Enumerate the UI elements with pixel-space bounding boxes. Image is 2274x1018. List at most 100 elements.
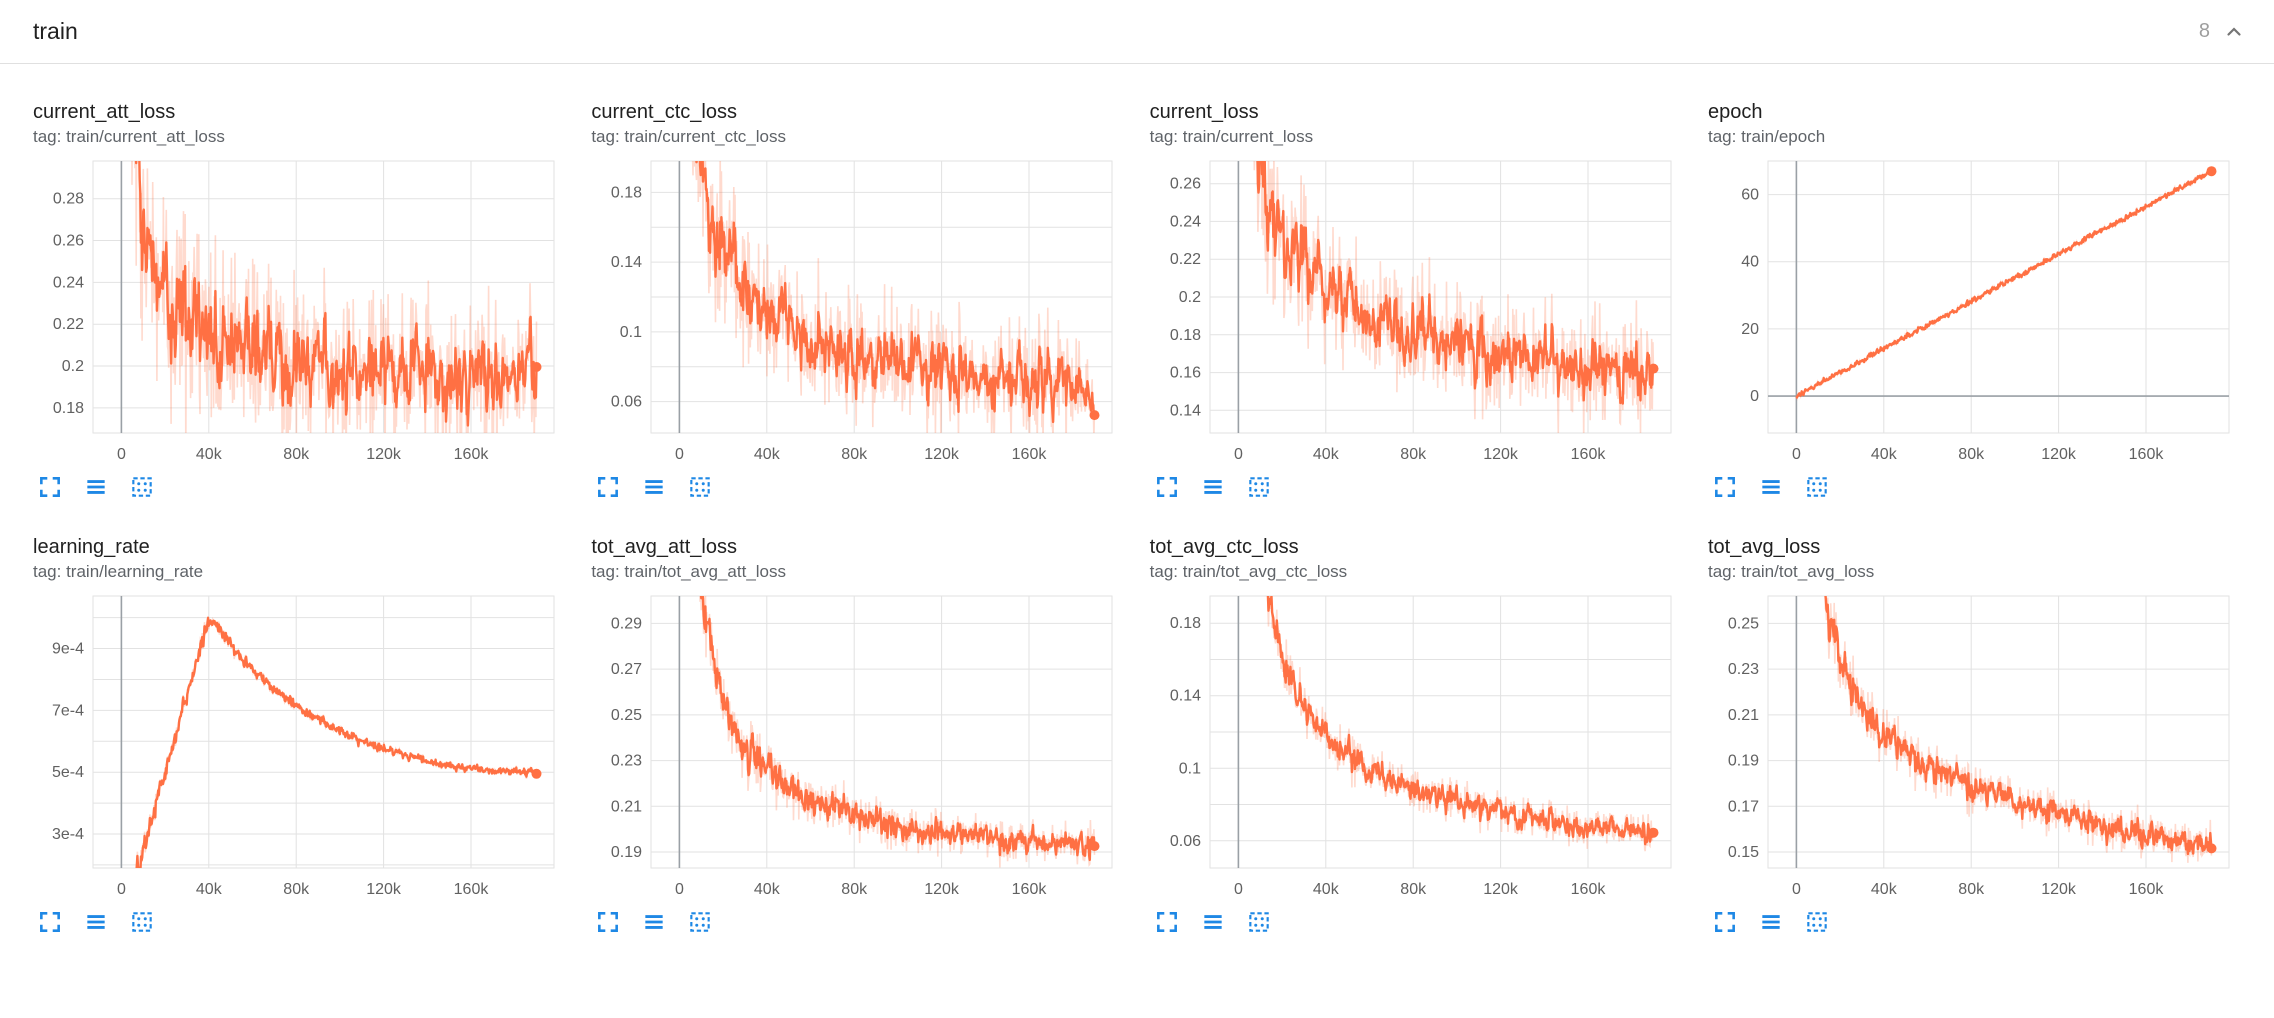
chart-plot[interactable]: 0.14 0.16 0.18 0.2 0.22 0.24 0.26 0 40k 80k 120k 16… <box>1150 155 1683 467</box>
svg-text:0: 0 <box>1750 388 1759 405</box>
svg-text:120k: 120k <box>925 881 961 898</box>
fit-domain-icon[interactable] <box>687 909 713 935</box>
svg-text:0.19: 0.19 <box>1728 753 1759 770</box>
svg-text:0.18: 0.18 <box>53 400 84 417</box>
svg-text:120k: 120k <box>1483 446 1519 463</box>
svg-text:160k: 160k <box>454 881 490 898</box>
expand-chart-icon[interactable] <box>595 474 621 500</box>
expand-chart-icon[interactable] <box>1154 474 1180 500</box>
svg-text:0.22: 0.22 <box>53 316 84 333</box>
fit-domain-icon[interactable] <box>1804 474 1830 500</box>
data-series-icon[interactable] <box>1200 474 1226 500</box>
svg-text:40k: 40k <box>196 446 223 463</box>
chart-title: tot_avg_loss <box>1707 536 1821 558</box>
data-series-icon[interactable] <box>83 909 109 935</box>
svg-text:160k: 160k <box>2129 446 2165 463</box>
fit-domain-icon[interactable] <box>129 474 155 500</box>
chart-tag: tag: train/current_ctc_loss <box>591 127 786 146</box>
scalar-chart-card: current_loss tag: train/current_loss 0.1… <box>1150 100 1683 501</box>
svg-text:40k: 40k <box>1871 446 1898 463</box>
data-series-icon[interactable] <box>1758 474 1784 500</box>
chart-actions <box>591 908 1124 936</box>
svg-text:0.14: 0.14 <box>1170 402 1201 419</box>
data-series-icon[interactable] <box>641 474 667 500</box>
expand-chart-icon[interactable] <box>37 909 63 935</box>
chart-grid: current_att_loss tag: train/current_att_… <box>0 64 2274 966</box>
fit-domain-icon[interactable] <box>129 909 155 935</box>
expand-chart-icon[interactable] <box>1154 909 1180 935</box>
chart-plot[interactable]: 3e-4 5e-4 7e-4 9e-4 0 40k 80k 120k 160k <box>33 590 566 902</box>
chart-tag: tag: train/tot_avg_att_loss <box>591 562 787 581</box>
chart-actions <box>1708 473 2241 501</box>
svg-text:0.19: 0.19 <box>611 844 642 861</box>
svg-text:0: 0 <box>117 446 126 463</box>
chart-actions <box>1150 908 1683 936</box>
chart-tag: tag: train/learning_rate <box>33 562 204 581</box>
data-series-icon[interactable] <box>1200 909 1226 935</box>
svg-text:0.14: 0.14 <box>611 254 642 271</box>
svg-text:0: 0 <box>1792 881 1801 898</box>
chart-plot[interactable]: 0.06 0.1 0.14 0.18 0 40k 80k 120k 160k <box>1150 590 1683 902</box>
svg-text:0.23: 0.23 <box>611 753 642 770</box>
section-title: train <box>33 18 78 44</box>
svg-text:40: 40 <box>1741 254 1759 271</box>
svg-text:0: 0 <box>1234 881 1243 898</box>
svg-text:160k: 160k <box>1012 446 1048 463</box>
svg-text:0.23: 0.23 <box>1728 661 1759 678</box>
scalar-chart-card: tot_avg_att_loss tag: train/tot_avg_att_… <box>591 535 1124 936</box>
scalar-chart-card: current_att_loss tag: train/current_att_… <box>33 100 566 501</box>
svg-text:0.06: 0.06 <box>1170 833 1201 850</box>
svg-text:160k: 160k <box>1570 446 1606 463</box>
chart-plot[interactable]: 0.19 0.21 0.23 0.25 0.27 0.29 0 40k 80k 120k 160k <box>591 590 1124 902</box>
svg-text:40k: 40k <box>196 881 223 898</box>
svg-text:20: 20 <box>1741 321 1759 338</box>
chart-plot[interactable]: 0.18 0.2 0.22 0.24 0.26 0.28 0 40k 80k 120k 160k <box>33 155 566 467</box>
svg-text:0.18: 0.18 <box>1170 615 1201 632</box>
data-series-icon[interactable] <box>83 474 109 500</box>
chart-title: epoch <box>1707 101 1763 123</box>
svg-text:40k: 40k <box>754 881 781 898</box>
svg-text:0.27: 0.27 <box>611 661 642 678</box>
svg-text:0.17: 0.17 <box>1728 798 1759 815</box>
svg-text:80k: 80k <box>1958 446 1985 463</box>
collapse-section-icon[interactable] <box>2222 20 2246 44</box>
chart-title: learning_rate <box>33 536 150 558</box>
svg-text:0.1: 0.1 <box>1178 760 1200 777</box>
chart-plot[interactable]: 0.06 0.1 0.14 0.18 0 40k 80k 120k 160k <box>591 155 1124 467</box>
svg-text:160k: 160k <box>1012 881 1048 898</box>
svg-text:0.2: 0.2 <box>1178 289 1200 306</box>
fit-domain-icon[interactable] <box>1804 909 1830 935</box>
expand-chart-icon[interactable] <box>1712 474 1738 500</box>
chart-title: tot_avg_ctc_loss <box>1149 536 1299 558</box>
chart-tag: tag: train/current_att_loss <box>33 127 225 146</box>
chart-actions <box>33 473 566 501</box>
svg-text:0.25: 0.25 <box>611 707 642 724</box>
svg-text:0: 0 <box>1234 446 1243 463</box>
svg-text:160k: 160k <box>454 446 490 463</box>
chart-tag: tag: train/epoch <box>1707 127 1826 146</box>
chart-actions <box>1150 473 1683 501</box>
data-series-icon[interactable] <box>1758 909 1784 935</box>
fit-domain-icon[interactable] <box>1246 909 1272 935</box>
fit-domain-icon[interactable] <box>687 474 713 500</box>
svg-text:120k: 120k <box>366 881 402 898</box>
svg-text:40k: 40k <box>1313 881 1340 898</box>
expand-chart-icon[interactable] <box>1712 909 1738 935</box>
scalar-chart-card: current_ctc_loss tag: train/current_ctc_… <box>591 100 1124 501</box>
svg-text:3e-4: 3e-4 <box>52 826 84 843</box>
chart-tag: tag: train/tot_avg_loss <box>1707 562 1875 581</box>
svg-text:120k: 120k <box>925 446 961 463</box>
fit-domain-icon[interactable] <box>1246 474 1272 500</box>
run-section-header[interactable]: train 8 <box>0 0 2274 64</box>
svg-text:0.06: 0.06 <box>611 394 642 411</box>
expand-chart-icon[interactable] <box>595 909 621 935</box>
scalar-chart-card: epoch tag: train/epoch 0 20 40 60 0 40k 80k 120… <box>1708 100 2241 501</box>
chart-plot[interactable]: 0.15 0.17 0.19 0.21 0.23 0.25 0 40k 80k 120k 160k <box>1708 590 2241 902</box>
svg-text:120k: 120k <box>366 446 402 463</box>
chart-plot[interactable]: 0 20 40 60 0 40k 80k 120k 160k <box>1708 155 2241 467</box>
expand-chart-icon[interactable] <box>37 474 63 500</box>
data-series-icon[interactable] <box>641 909 667 935</box>
chart-tag: tag: train/tot_avg_ctc_loss <box>1149 562 1348 581</box>
svg-text:0.21: 0.21 <box>611 798 642 815</box>
